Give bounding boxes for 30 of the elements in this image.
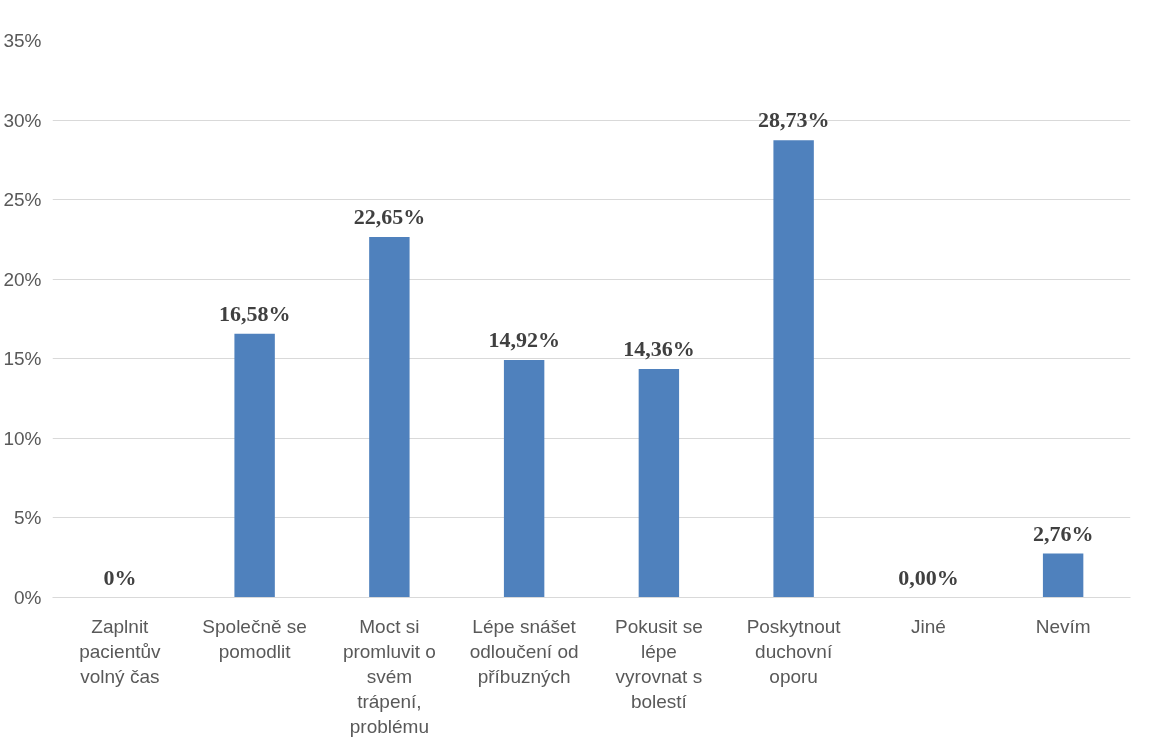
bar [234,333,275,598]
x-tick-label: Jiné [910,615,946,637]
x-tick-label: Lépe snášet odloučení od příbuzných [469,615,579,687]
data-label: 2,76% [1032,520,1094,546]
data-label: 0% [103,564,137,590]
bar [1042,553,1084,598]
x-tick-label: Nevím [1035,615,1091,637]
bar [369,237,410,598]
y-tick-label: 10% [3,427,42,449]
bar [503,360,545,598]
data-label: 14,36% [623,335,695,361]
data-label: 16,58% [218,300,291,326]
y-tick-label: 5% [14,507,42,529]
x-tick-label: Zaplnit pacientův volný čas [79,615,162,687]
bar [638,368,680,598]
data-label: 14,92% [488,327,560,353]
data-label: 28,73% [757,107,830,133]
y-tick-label: 20% [3,268,42,290]
data-label: 22,65% [353,204,426,230]
x-tick-label: Pokusit se lépe vyrovnat s bolestí [615,615,703,713]
x-tick-label: Společně se pomodlit [202,615,307,662]
x-tick-label: Poskytnout duchovní oporu [746,615,842,687]
data-label: 0,00% [898,564,959,590]
y-tick-label: 0% [14,587,42,608]
bar [773,140,814,598]
y-tick-label: 15% [3,348,42,370]
y-tick-label: 35% [3,30,42,51]
y-tick-label: 30% [3,109,42,131]
y-tick-label: 25% [3,189,42,211]
x-tick-label: Moct si promluvit o svém trápení, problému [342,615,436,738]
